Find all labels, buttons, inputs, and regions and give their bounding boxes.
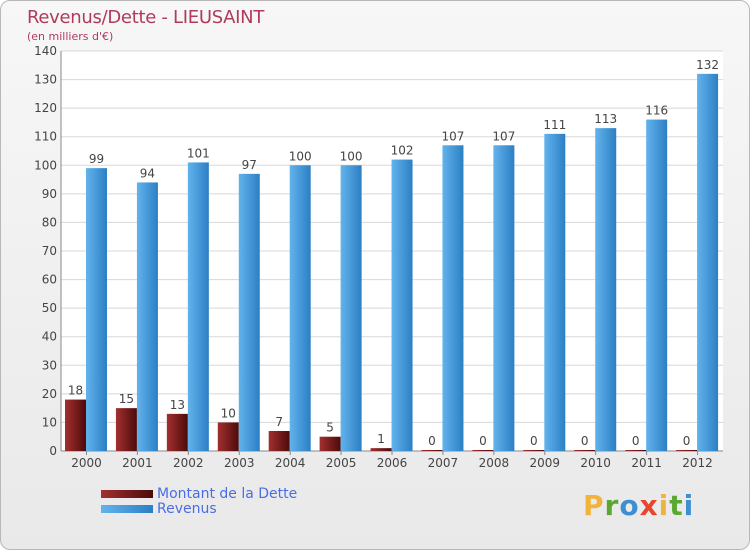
logo-letter-2: o xyxy=(619,489,640,522)
y-tick-label-130: 130 xyxy=(34,73,57,87)
data-label-revenus-2009: 111 xyxy=(543,118,566,132)
bar-dette-2004 xyxy=(268,431,290,451)
data-label-revenus-2012: 132 xyxy=(696,58,719,72)
data-label-dette-2009: 0 xyxy=(530,434,538,448)
y-tick-label-30: 30 xyxy=(42,358,57,372)
data-label-revenus-2005: 100 xyxy=(340,149,363,163)
bar-revenus-2001 xyxy=(136,182,158,451)
y-tick-label-100: 100 xyxy=(34,158,57,172)
y-tick-label-60: 60 xyxy=(42,273,57,287)
chart-title: Revenus/Dette - LIEUSAINT xyxy=(27,7,265,28)
data-label-revenus-2003: 97 xyxy=(242,158,257,172)
bar-revenus-2004 xyxy=(289,165,311,452)
bar-dette-2002 xyxy=(166,413,188,451)
data-label-dette-2004: 7 xyxy=(275,415,283,429)
data-label-dette-2008: 0 xyxy=(479,434,487,448)
data-label-revenus-2008: 107 xyxy=(492,129,515,143)
data-label-dette-2002: 13 xyxy=(170,398,185,412)
bar-dette-2005 xyxy=(319,436,341,451)
data-label-dette-2011: 0 xyxy=(632,434,640,448)
data-label-revenus-2004: 100 xyxy=(289,149,312,163)
legend-swatch-dette xyxy=(101,490,153,498)
legend-label-revenus: Revenus xyxy=(157,501,217,517)
data-label-dette-2003: 10 xyxy=(221,406,236,420)
x-tick-label-2008: 2008 xyxy=(479,456,510,470)
y-tick-label-50: 50 xyxy=(42,301,57,315)
data-label-dette-2006: 1 xyxy=(377,432,385,446)
bar-dette-2000 xyxy=(65,399,86,451)
x-tick-label-2006: 2006 xyxy=(377,456,408,470)
data-label-dette-2000: 18 xyxy=(68,384,83,398)
bar-revenus-2005 xyxy=(340,165,362,452)
bar-dette-2012 xyxy=(676,450,698,451)
bar-dette-2006 xyxy=(370,448,392,451)
bar-dette-2010 xyxy=(574,450,596,451)
bar-revenus-2010 xyxy=(595,128,617,451)
y-tick-label-110: 110 xyxy=(34,130,57,144)
data-label-dette-2012: 0 xyxy=(683,434,691,448)
bar-revenus-2006 xyxy=(391,159,413,452)
data-label-revenus-2011: 116 xyxy=(645,104,668,118)
y-tick-label-70: 70 xyxy=(42,244,57,258)
x-tick-label-2007: 2007 xyxy=(428,456,459,470)
data-label-dette-2010: 0 xyxy=(581,434,589,448)
bar-dette-2003 xyxy=(217,422,239,451)
x-tick-label-2010: 2010 xyxy=(580,456,611,470)
logo-letter-0: P xyxy=(583,489,605,522)
bar-dette-2011 xyxy=(625,450,647,451)
bar-revenus-2008 xyxy=(493,145,515,452)
bar-revenus-2012 xyxy=(697,73,719,451)
data-label-dette-2001: 15 xyxy=(119,392,134,406)
logo-letter-5: t xyxy=(669,489,684,522)
x-tick-label-2002: 2002 xyxy=(173,456,204,470)
data-label-revenus-2002: 101 xyxy=(187,146,210,160)
y-tick-label-0: 0 xyxy=(49,444,57,458)
y-tick-label-80: 80 xyxy=(42,215,57,229)
data-label-dette-2005: 5 xyxy=(326,421,334,435)
bar-revenus-2007 xyxy=(442,145,464,452)
bar-dette-2009 xyxy=(523,450,545,451)
chart-subtitle: (en milliers d'€) xyxy=(27,30,114,43)
y-tick-label-120: 120 xyxy=(34,101,57,115)
bar-revenus-2011 xyxy=(646,119,668,452)
data-label-revenus-2006: 102 xyxy=(391,144,414,158)
x-tick-label-2001: 2001 xyxy=(122,456,153,470)
y-tick-label-20: 20 xyxy=(42,387,57,401)
logo-letter-4: i xyxy=(658,489,670,522)
x-tick-label-2003: 2003 xyxy=(224,456,255,470)
data-label-revenus-2007: 107 xyxy=(442,129,465,143)
x-tick-label-2011: 2011 xyxy=(631,456,662,470)
x-tick-label-2004: 2004 xyxy=(275,456,306,470)
bar-dette-2008 xyxy=(472,450,494,451)
y-tick-label-140: 140 xyxy=(34,44,57,58)
logo-letter-6: i xyxy=(683,489,695,522)
proxiti-logo: Proxiti xyxy=(583,489,694,522)
data-label-revenus-2001: 94 xyxy=(140,166,155,180)
data-label-revenus-2010: 113 xyxy=(594,112,617,126)
x-tick-label-2005: 2005 xyxy=(326,456,357,470)
bar-dette-2007 xyxy=(421,450,443,451)
legend-label-dette: Montant de la Dette xyxy=(157,486,298,502)
x-tick-label-2012: 2012 xyxy=(682,456,713,470)
data-label-revenus-2000: 99 xyxy=(89,152,104,166)
y-tick-label-90: 90 xyxy=(42,187,57,201)
bar-revenus-2009 xyxy=(544,133,566,451)
y-tick-label-10: 10 xyxy=(42,415,57,429)
logo-letter-1: r xyxy=(604,489,620,522)
bar-revenus-2000 xyxy=(86,168,107,451)
bar-dette-2001 xyxy=(115,408,137,451)
logo-letter-3: x xyxy=(639,489,659,522)
legend-swatch-revenus xyxy=(101,505,153,513)
y-tick-label-40: 40 xyxy=(42,330,57,344)
bar-revenus-2002 xyxy=(187,162,209,451)
x-tick-label-2000: 2000 xyxy=(71,456,102,470)
x-tick-label-2009: 2009 xyxy=(529,456,560,470)
data-label-dette-2007: 0 xyxy=(428,434,436,448)
bar-revenus-2003 xyxy=(238,173,260,451)
